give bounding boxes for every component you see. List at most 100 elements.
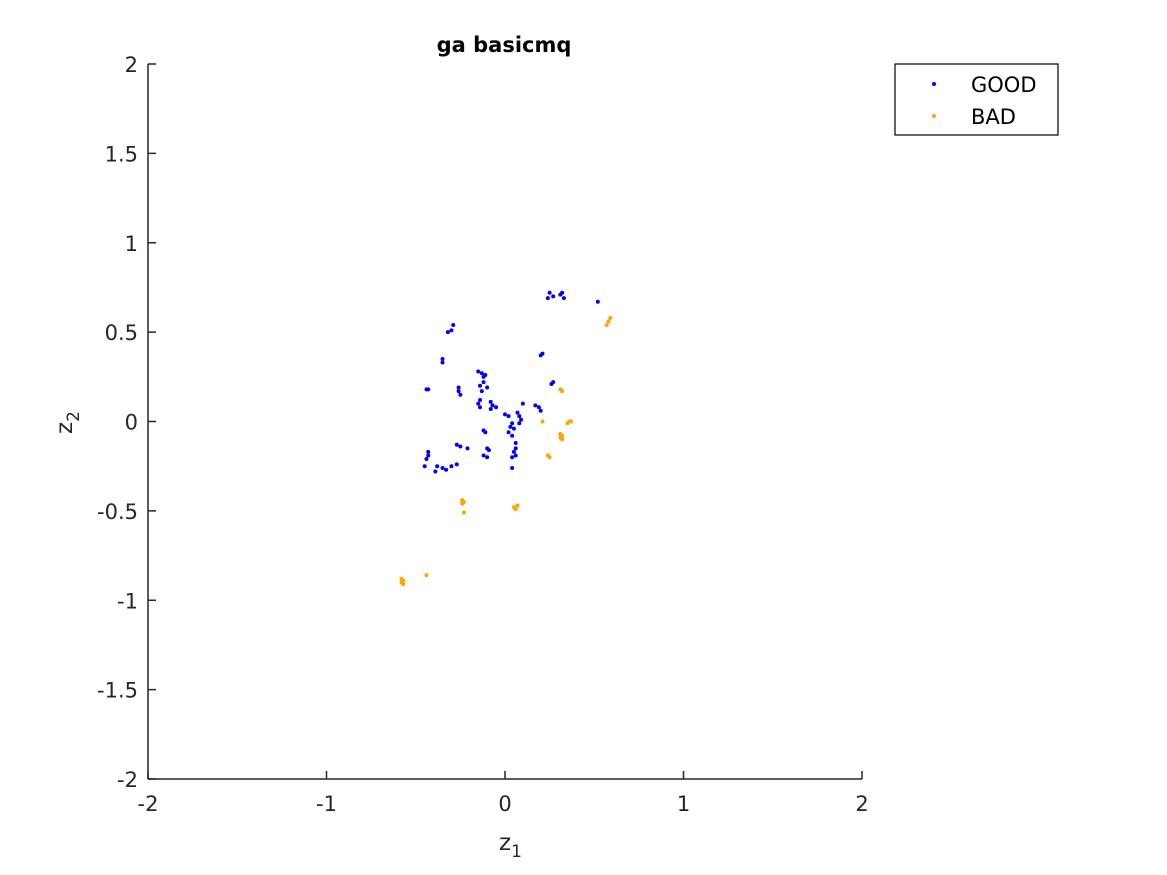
data-point-good	[561, 296, 566, 301]
y-tick-label: 0	[125, 411, 138, 435]
data-point-good	[445, 330, 450, 335]
data-point-good	[458, 444, 463, 449]
data-point-good	[508, 424, 513, 429]
data-point-good	[486, 448, 491, 453]
data-point-good	[456, 389, 461, 394]
data-point-good	[547, 290, 552, 295]
data-point-bad	[560, 437, 565, 442]
y-tick-label: -1	[117, 589, 138, 613]
data-point-bad	[424, 573, 429, 578]
x-tick-label: -2	[138, 792, 159, 816]
data-point-good	[426, 449, 431, 454]
data-point-bad	[461, 510, 466, 515]
data-point-good	[424, 457, 429, 462]
y-ticks: -2 -1.5 -1 -0.5 0 0.5 1 1.5 2	[97, 53, 156, 792]
data-point-good	[513, 453, 518, 458]
data-point-good	[458, 392, 463, 397]
data-point-good	[435, 464, 440, 469]
data-point-bad	[569, 419, 574, 424]
data-point-good	[513, 440, 518, 445]
data-point-good	[510, 433, 515, 438]
data-point-good	[422, 464, 427, 469]
data-point-good	[456, 385, 461, 390]
data-point-good	[538, 408, 543, 413]
data-point-good	[490, 403, 495, 408]
data-point-good	[506, 430, 511, 435]
data-point-bad	[608, 315, 613, 320]
data-point-good	[476, 401, 481, 406]
data-point-good	[510, 465, 515, 470]
y-tick-label: -1.5	[97, 679, 138, 703]
y-axis-label: z2	[52, 411, 84, 434]
data-point-good	[551, 380, 556, 385]
data-point-good	[551, 294, 556, 299]
data-point-good	[478, 398, 483, 403]
data-point-good	[454, 462, 459, 467]
data-point-good	[545, 296, 550, 301]
data-point-good	[478, 405, 483, 410]
data-point-bad	[560, 433, 565, 438]
y-tick-label: -0.5	[97, 500, 138, 524]
data-point-good	[533, 403, 538, 408]
data-point-good	[444, 467, 449, 472]
x-tick-label: 1	[677, 792, 690, 816]
y-tick-label: 1.5	[105, 142, 138, 166]
legend-marker-good	[932, 82, 936, 86]
data-point-good	[510, 455, 515, 460]
data-point-good	[449, 464, 454, 469]
legend-label-good: GOOD	[971, 73, 1037, 97]
data-point-good	[483, 373, 488, 378]
data-point-good	[478, 383, 483, 388]
data-point-good	[488, 406, 493, 411]
data-point-good	[595, 299, 600, 304]
data-point-good	[485, 455, 490, 460]
x-tick-label: 0	[498, 792, 511, 816]
data-point-good	[503, 412, 507, 417]
data-point-good	[476, 369, 481, 374]
data-point-bad	[513, 507, 518, 512]
data-point-good	[426, 387, 431, 392]
data-point-good	[481, 380, 486, 385]
data-point-good	[510, 421, 515, 426]
data-point-bad	[515, 503, 520, 508]
data-point-good	[536, 405, 541, 410]
y-axis-label-group: z2	[52, 411, 84, 434]
data-point-bad	[606, 319, 611, 324]
data-point-good	[488, 399, 493, 404]
data-point-good	[479, 371, 484, 376]
data-point-good	[454, 442, 459, 447]
data-point-good	[517, 421, 522, 426]
y-tick-label: -2	[117, 768, 138, 792]
y-tick-label: 2	[125, 53, 138, 77]
data-point-good	[513, 446, 518, 451]
legend-marker-bad	[932, 114, 936, 118]
y-tick-label: 1	[125, 232, 138, 256]
data-point-good	[440, 465, 445, 470]
legend: GOOD BAD	[894, 63, 1059, 136]
data-point-bad	[401, 582, 406, 587]
data-point-bad	[604, 322, 609, 327]
data-point-good	[506, 414, 511, 419]
data-point-good	[433, 469, 438, 474]
chart-title: ga basicmq	[437, 33, 572, 57]
y-tick-label: 0.5	[105, 321, 138, 345]
data-points	[399, 290, 613, 587]
data-point-good	[560, 290, 565, 295]
data-point-good	[485, 385, 490, 390]
x-ticks: -2 -1 0 1 2	[138, 771, 869, 816]
data-point-good	[451, 322, 456, 327]
legend-box	[894, 63, 1059, 136]
data-point-good	[440, 356, 445, 361]
data-point-good	[481, 453, 486, 458]
data-point-good	[519, 417, 524, 422]
axes	[147, 64, 862, 780]
x-tick-label: 2	[855, 792, 868, 816]
x-axis-label: z1	[499, 830, 522, 862]
data-point-good	[494, 405, 499, 410]
data-point-good	[440, 360, 445, 365]
data-point-bad	[460, 501, 465, 506]
data-point-bad	[540, 419, 545, 424]
data-point-bad	[547, 455, 552, 460]
data-point-good	[481, 428, 486, 433]
